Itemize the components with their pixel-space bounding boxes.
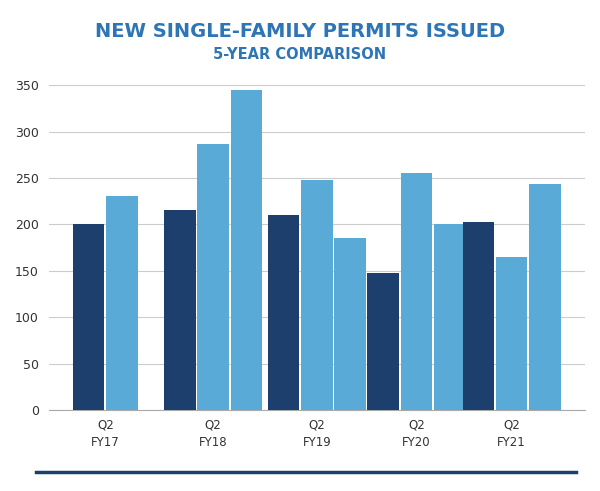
Bar [230, 90, 262, 410]
Bar [367, 273, 399, 410]
Bar [463, 222, 494, 410]
Bar [434, 224, 465, 410]
Bar [197, 143, 229, 410]
Bar [164, 211, 196, 410]
Bar [268, 215, 299, 410]
Text: NEW SINGLE-FAMILY PERMITS ISSUED: NEW SINGLE-FAMILY PERMITS ISSUED [95, 22, 505, 41]
Bar [334, 238, 366, 410]
Bar [301, 180, 332, 410]
Bar [401, 173, 432, 410]
Bar [529, 184, 560, 410]
Bar [73, 224, 104, 410]
Bar [106, 196, 137, 410]
Text: 5-YEAR COMPARISON: 5-YEAR COMPARISON [214, 47, 386, 62]
Bar [496, 257, 527, 410]
